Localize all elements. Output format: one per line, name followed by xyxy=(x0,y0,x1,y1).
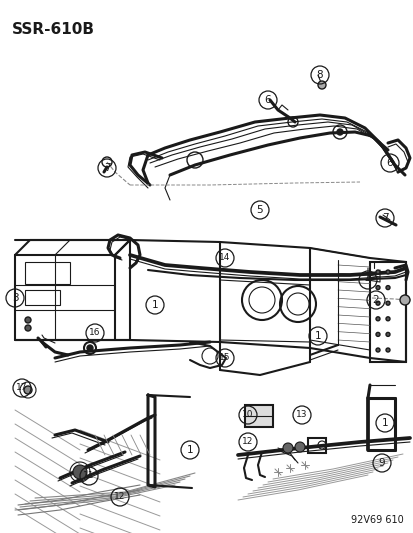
Bar xyxy=(244,405,272,427)
Text: 17: 17 xyxy=(16,384,28,392)
Text: 7: 7 xyxy=(381,213,387,223)
Text: 1: 1 xyxy=(151,300,158,310)
Text: 6: 6 xyxy=(386,158,392,168)
Circle shape xyxy=(336,129,342,135)
Text: 7: 7 xyxy=(103,163,110,173)
Bar xyxy=(369,262,405,362)
Bar xyxy=(307,438,325,453)
Text: 8: 8 xyxy=(316,70,323,80)
Circle shape xyxy=(385,317,389,321)
Text: 5: 5 xyxy=(256,205,263,215)
Text: 2: 2 xyxy=(372,295,378,305)
Bar xyxy=(25,262,70,284)
Text: 13: 13 xyxy=(296,410,307,419)
Text: 92V69 610: 92V69 610 xyxy=(350,515,403,525)
Text: 1: 1 xyxy=(381,418,387,428)
Text: 12: 12 xyxy=(242,438,253,447)
Circle shape xyxy=(385,348,389,352)
Circle shape xyxy=(282,443,292,453)
Circle shape xyxy=(317,81,325,89)
Circle shape xyxy=(375,348,379,352)
Circle shape xyxy=(399,295,409,305)
Text: 10: 10 xyxy=(242,410,253,419)
Circle shape xyxy=(25,325,31,331)
Circle shape xyxy=(375,301,379,305)
Text: 15: 15 xyxy=(219,353,230,362)
Circle shape xyxy=(385,301,389,305)
Circle shape xyxy=(385,286,389,289)
Text: 16: 16 xyxy=(89,328,100,337)
Circle shape xyxy=(375,317,379,321)
Text: 4: 4 xyxy=(364,275,370,285)
Circle shape xyxy=(73,465,87,479)
Text: 9: 9 xyxy=(378,458,385,468)
Text: 12: 12 xyxy=(114,492,126,502)
Text: 1: 1 xyxy=(186,445,193,455)
Circle shape xyxy=(87,345,93,351)
Text: SSR-610B: SSR-610B xyxy=(12,22,95,37)
Circle shape xyxy=(294,442,304,452)
Circle shape xyxy=(385,333,389,336)
Text: 1: 1 xyxy=(314,331,320,341)
Circle shape xyxy=(24,386,32,394)
Text: 3: 3 xyxy=(12,293,18,303)
Text: 11: 11 xyxy=(83,472,95,481)
Text: 14: 14 xyxy=(219,254,230,262)
Circle shape xyxy=(25,317,31,323)
Circle shape xyxy=(385,270,389,274)
Circle shape xyxy=(375,286,379,289)
Circle shape xyxy=(375,333,379,336)
Bar xyxy=(25,290,60,305)
Circle shape xyxy=(375,270,379,274)
Text: 6: 6 xyxy=(264,95,271,105)
